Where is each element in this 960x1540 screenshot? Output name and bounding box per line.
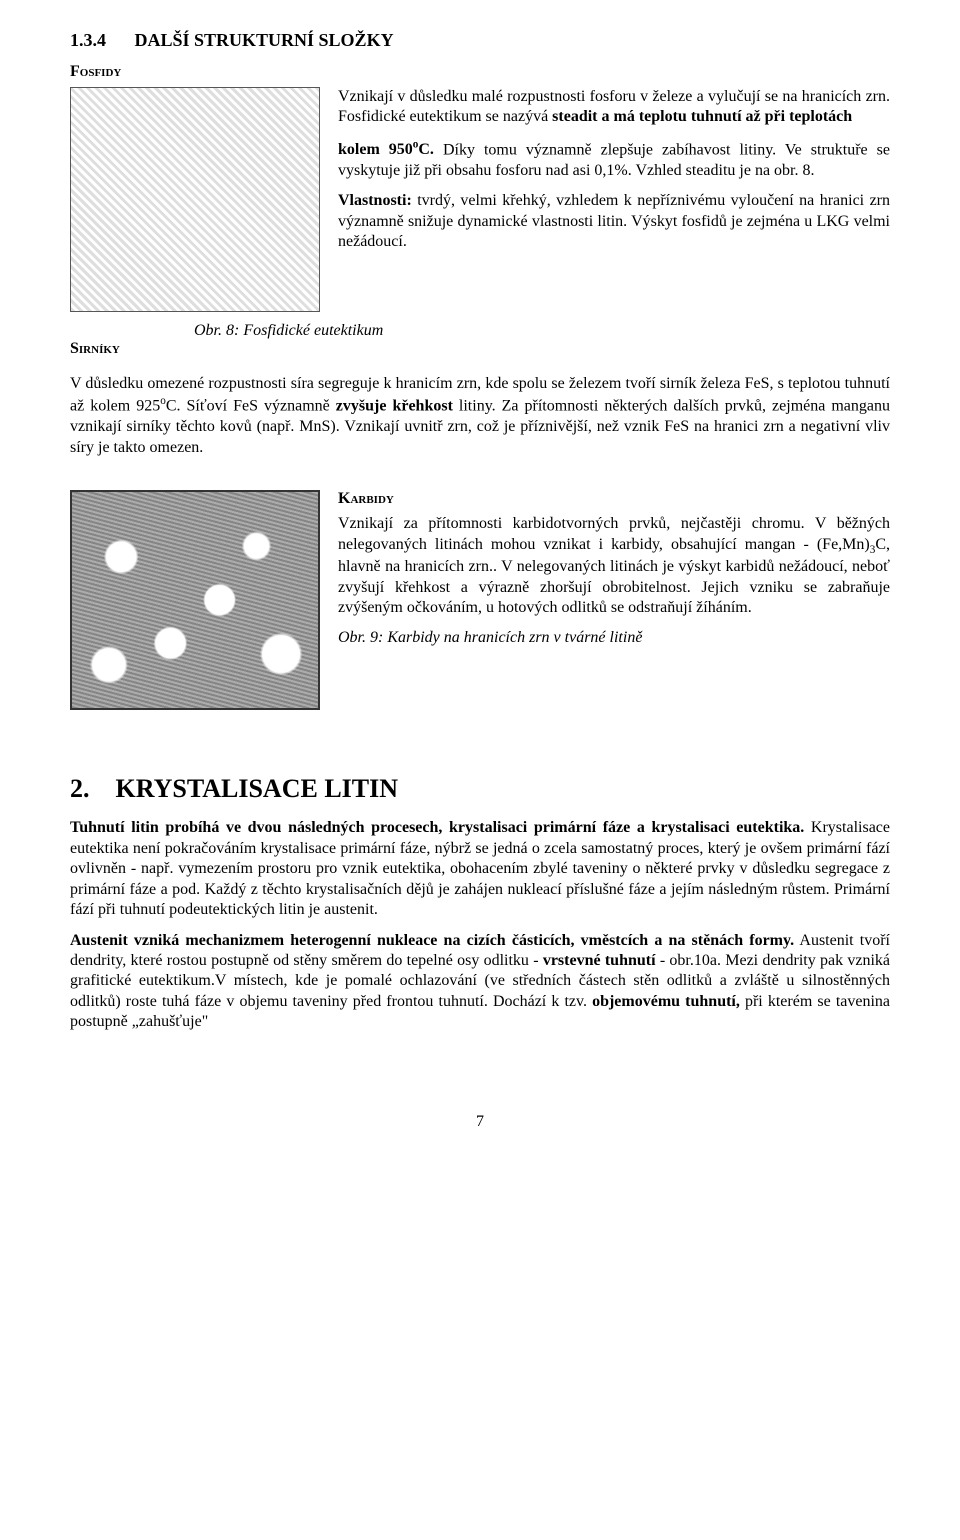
fosfidy-p3a: Vlastnosti: xyxy=(338,192,412,209)
sirniky-p1b: C. Síťoví FeS významně xyxy=(166,398,336,415)
fosfidy-p2b: C. xyxy=(418,141,434,158)
fosfidy-paragraph-2: kolem 950oC. Díky tomu významně zlepšuje… xyxy=(338,138,890,181)
karbidy-paragraph: Vznikají za přítomnosti karbidotvorných … xyxy=(338,514,890,618)
section-2-number: 2. xyxy=(70,774,90,803)
fosfidy-paragraph-3: Vlastnosti: tvrdý, velmi křehký, vzhlede… xyxy=(338,191,890,252)
fosfidy-heading: Fosfidy xyxy=(70,63,890,81)
fosfidy-paragraph-1: Vznikají v důsledku malé rozpustnosti fo… xyxy=(338,87,890,128)
section-134-number: 1.3.4 xyxy=(70,30,106,51)
sirniky-heading: Sirníky xyxy=(70,340,190,358)
sec2-p2e: objemovému tuhnutí, xyxy=(592,993,740,1010)
figure-8-image xyxy=(70,87,320,312)
figure-9-image xyxy=(70,490,320,710)
fosfidy-p1b: steadit a má teplotu tuhnutí až při tepl… xyxy=(552,108,852,125)
section-2-paragraph-2: Austenit vzniká mechanizmem heterogenní … xyxy=(70,931,890,1033)
section-134-title-text: DALŠÍ STRUKTURNÍ SLOŽKY xyxy=(135,30,394,50)
section-134-title: 1.3.4 DALŠÍ STRUKTURNÍ SLOŽKY xyxy=(70,30,890,51)
section-2-paragraph-1: Tuhnutí litin probíhá ve dvou následných… xyxy=(70,818,890,920)
fosfidy-p2a: kolem 950 xyxy=(338,141,413,158)
sirniky-p1c: zvyšuje křehkost xyxy=(336,398,453,415)
sirniky-paragraph: V důsledku omezené rozpustnosti síra seg… xyxy=(70,374,890,458)
figure-8-caption: Obr. 8: Fosfidické eutektikum xyxy=(194,322,874,340)
sec2-p2a: Austenit vzniká mechanizmem heterogenní … xyxy=(70,932,794,949)
page-number: 7 xyxy=(70,1113,890,1131)
figure-9-caption: Obr. 9: Karbidy na hranicích zrn v tvárn… xyxy=(338,629,890,647)
sec2-p2c: vrstevné tuhnutí xyxy=(543,952,656,969)
sec2-p1a: Tuhnutí litin probíhá ve dvou následných… xyxy=(70,819,804,836)
fosfidy-p3b: tvrdý, velmi křehký, vzhledem k nepřízni… xyxy=(338,192,890,250)
karbidy-p1: Vznikají za přítomnosti karbidotvorných … xyxy=(338,515,890,552)
section-2-title: KRYSTALISACE LITIN xyxy=(116,774,399,803)
karbidy-heading: Karbidy xyxy=(338,490,890,508)
section-2-heading: 2. KRYSTALISACE LITIN xyxy=(70,774,890,804)
